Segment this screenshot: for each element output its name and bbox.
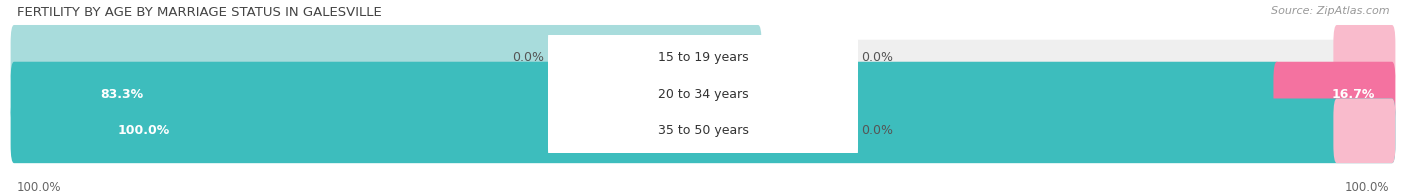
FancyBboxPatch shape	[14, 76, 1392, 112]
FancyBboxPatch shape	[14, 113, 1392, 149]
FancyBboxPatch shape	[1333, 25, 1395, 90]
FancyBboxPatch shape	[14, 40, 1392, 75]
Text: 100.0%: 100.0%	[17, 181, 62, 194]
Text: 83.3%: 83.3%	[100, 88, 143, 101]
FancyBboxPatch shape	[11, 25, 762, 90]
FancyBboxPatch shape	[548, 96, 858, 165]
FancyBboxPatch shape	[11, 99, 1395, 163]
Text: 0.0%: 0.0%	[862, 124, 893, 137]
FancyBboxPatch shape	[1274, 62, 1395, 126]
Text: 100.0%: 100.0%	[1344, 181, 1389, 194]
Text: 20 to 34 years: 20 to 34 years	[658, 88, 748, 101]
Text: Source: ZipAtlas.com: Source: ZipAtlas.com	[1271, 6, 1389, 16]
FancyBboxPatch shape	[1333, 99, 1395, 163]
Text: 16.7%: 16.7%	[1331, 88, 1375, 101]
FancyBboxPatch shape	[548, 23, 858, 92]
FancyBboxPatch shape	[548, 60, 858, 129]
Text: 0.0%: 0.0%	[862, 51, 893, 64]
Text: 0.0%: 0.0%	[513, 51, 544, 64]
Text: 35 to 50 years: 35 to 50 years	[658, 124, 748, 137]
Text: 100.0%: 100.0%	[117, 124, 170, 137]
FancyBboxPatch shape	[11, 62, 1281, 126]
Text: 15 to 19 years: 15 to 19 years	[658, 51, 748, 64]
Text: FERTILITY BY AGE BY MARRIAGE STATUS IN GALESVILLE: FERTILITY BY AGE BY MARRIAGE STATUS IN G…	[17, 6, 381, 19]
